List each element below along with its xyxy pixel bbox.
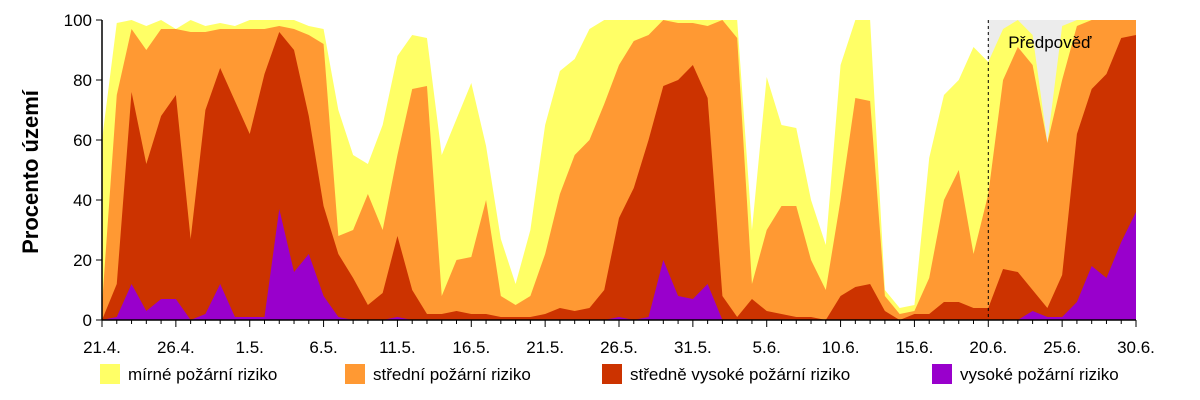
x-tick-label: 20.6.	[969, 338, 1007, 357]
x-tick-label: 5.6.	[753, 338, 781, 357]
x-tick-label: 25.6.	[1043, 338, 1081, 357]
legend: mírné požární riziko střední požární rizi…	[100, 364, 1119, 384]
x-tick-label: 26.5.	[600, 338, 638, 357]
series-area-2	[102, 20, 1136, 320]
x-tick-label: 21.4.	[83, 338, 121, 357]
x-tick-label: 6.5.	[309, 338, 337, 357]
x-tick-label: 1.5.	[236, 338, 264, 357]
legend-label-3: středně vysoké požární riziko	[630, 365, 850, 384]
y-tick-label: 80	[73, 71, 92, 90]
series-area-4	[102, 209, 1136, 320]
x-tick-label: 31.5.	[674, 338, 712, 357]
legend-swatch-3	[602, 364, 622, 384]
y-tick-label: 100	[64, 11, 92, 30]
forecast-label: Předpověď	[1008, 33, 1092, 52]
legend-label-1: mírné požární riziko	[128, 365, 277, 384]
y-tick-label: 40	[73, 191, 92, 210]
x-tick-label: 11.5.	[379, 338, 416, 357]
legend-swatch-2	[345, 364, 365, 384]
legend-label-4: vysoké požární riziko	[960, 365, 1119, 384]
x-tick-label: 16.5.	[452, 338, 490, 357]
legend-swatch-4	[932, 364, 952, 384]
y-tick-label: 60	[73, 131, 92, 150]
x-tick-label: 15.6.	[896, 338, 934, 357]
legend-swatch-1	[100, 364, 120, 384]
x-tick-label: 30.6.	[1117, 338, 1155, 357]
y-ticks: 0 20 40 60 80 100	[64, 11, 102, 330]
y-tick-label: 0	[83, 311, 92, 330]
x-tick-label: 10.6.	[822, 338, 860, 357]
x-ticks: 21.4. 26.4. 1.5. 6.5. 11.5. 16.5. 21.5. 26.5. 31…	[83, 320, 1155, 357]
x-tick-label: 21.5.	[526, 338, 564, 357]
x-tick-label: 26.4.	[157, 338, 195, 357]
y-axis-label: Procento území	[18, 89, 43, 254]
series-area-3	[102, 32, 1136, 320]
series-areas	[102, 20, 1136, 320]
y-tick-label: 20	[73, 251, 92, 270]
legend-label-2: střední požární riziko	[373, 365, 531, 384]
